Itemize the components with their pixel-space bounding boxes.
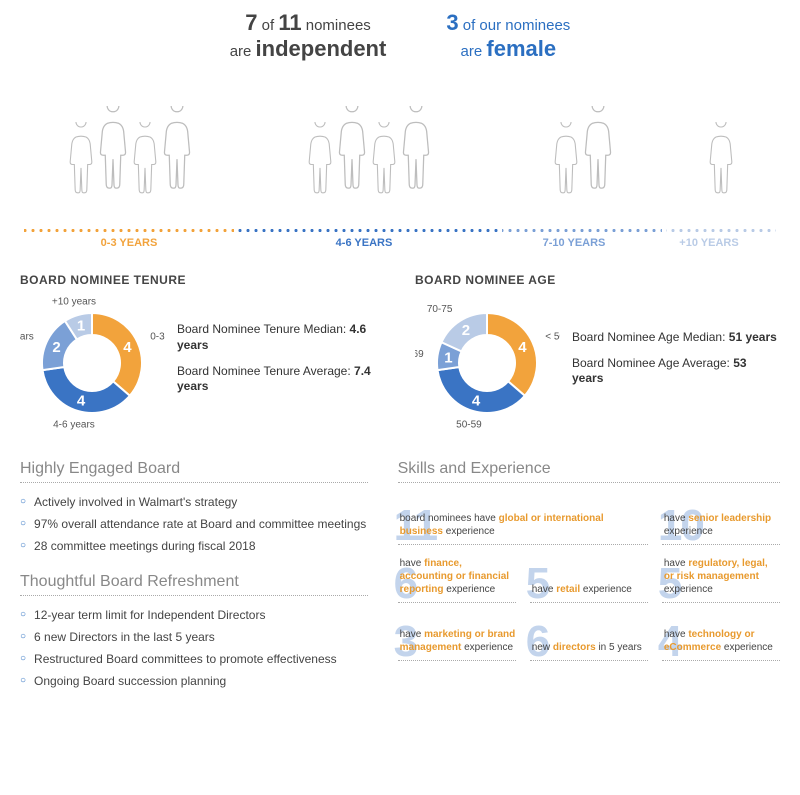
list-item: 97% overall attendance rate at Board and…	[20, 513, 368, 535]
donut-age-chart: 4 4 12 < 50 50-59 60-69 70-75	[415, 291, 560, 436]
tenure-label: +10 YEARS	[654, 237, 764, 249]
female-count: 3	[446, 10, 458, 35]
right-column: Skills and Experience 11 board nominees …	[398, 460, 780, 692]
donut-section: BOARD NOMINEE TENURE 44210-3 years4-6 ye…	[20, 273, 780, 436]
skill-item: 5 have retail experience	[530, 549, 648, 603]
skill-text: have technology or eCommerce experience	[662, 628, 780, 654]
bottom-section: Highly Engaged Board Actively involved i…	[20, 460, 780, 692]
refresh-title: Thoughtful Board Refreshment	[20, 573, 368, 596]
list-item: 6 new Directors in the last 5 years	[20, 626, 368, 648]
donut-age: BOARD NOMINEE AGE 4 4 12 < 50 50-59 60-69 70-7…	[415, 273, 780, 436]
refresh-list: 12-year term limit for Independent Direc…	[20, 604, 368, 692]
tenure-dots-segment	[666, 228, 776, 233]
independent-count: 7	[245, 10, 257, 35]
skill-item: 6 new directors in 5 years	[530, 607, 648, 661]
svg-text:4-6 years: 4-6 years	[53, 419, 95, 430]
svg-text:2: 2	[52, 339, 60, 356]
silhouette-row	[20, 72, 780, 222]
skill-text: board nominees have global or internatio…	[398, 512, 648, 538]
list-item: 28 committee meetings during fiscal 2018	[20, 535, 368, 557]
person-silhouette	[396, 106, 436, 222]
list-item: Actively involved in Walmart's strategy	[20, 491, 368, 513]
person-silhouette	[701, 122, 741, 222]
silhouette-group	[238, 106, 498, 222]
silhouette-group	[502, 106, 662, 222]
skill-item: 11 board nominees have global or interna…	[398, 491, 648, 545]
list-item: 12-year term limit for Independent Direc…	[20, 604, 368, 626]
tenure-dots-segment	[24, 228, 234, 233]
left-column: Highly Engaged Board Actively involved i…	[20, 460, 368, 692]
silhouette-group	[666, 122, 776, 222]
tenure-dots	[20, 228, 780, 233]
skill-text: have senior leadership experience	[662, 512, 780, 538]
person-icon	[701, 122, 741, 222]
donut-tenure: BOARD NOMINEE TENURE 4 4 21 0-3 years 4-6 ye…	[20, 273, 385, 436]
engaged-title: Highly Engaged Board	[20, 460, 368, 483]
tenure-label: 4-6 YEARS	[234, 237, 494, 249]
svg-text:4: 4	[518, 339, 527, 356]
svg-text:1: 1	[444, 349, 452, 366]
skill-text: have regulatory, legal, or risk manageme…	[662, 557, 780, 596]
person-icon	[578, 106, 618, 222]
list-item: Restructured Board committees to promote…	[20, 648, 368, 670]
skill-text: have marketing or brand management exper…	[398, 628, 516, 654]
svg-text:50-59: 50-59	[456, 419, 482, 430]
svg-text:2: 2	[462, 322, 470, 339]
svg-text:+10 years: +10 years	[52, 297, 96, 308]
list-item: Ongoing Board succession planning	[20, 670, 368, 692]
skill-item: 4 have technology or eCommerce experienc…	[662, 607, 780, 661]
svg-text:4: 4	[472, 392, 481, 409]
skill-item: 10 have senior leadership experience	[662, 491, 780, 545]
skills-grid: 11 board nominees have global or interna…	[398, 491, 780, 661]
svg-text:4: 4	[77, 392, 86, 409]
female-stat: 3 of our nominees are female	[446, 10, 570, 62]
top-stats: 7 of 11 nominees are independent 3 of ou…	[20, 10, 780, 62]
svg-text:0-3 years: 0-3 years	[150, 331, 165, 342]
tenure-dots-segment	[502, 228, 662, 233]
svg-text:4: 4	[123, 339, 132, 356]
person-silhouette	[157, 106, 197, 222]
tenure-dots-segment	[238, 228, 498, 233]
donut-tenure-title: BOARD NOMINEE TENURE	[20, 273, 385, 287]
tenure-label: 7-10 YEARS	[494, 237, 654, 249]
person-icon	[157, 106, 197, 222]
donut-tenure-stats: Board Nominee Tenure Median: 4.6 years B…	[177, 322, 385, 404]
skill-text: have finance, accounting or financial re…	[398, 557, 516, 596]
engaged-list: Actively involved in Walmart's strategy9…	[20, 491, 368, 557]
svg-text:7-10 years: 7-10 years	[20, 331, 34, 342]
tenure-labels: 0-3 YEARS4-6 YEARS7-10 YEARS+10 YEARS	[20, 237, 780, 249]
person-icon	[396, 106, 436, 222]
skills-title: Skills and Experience	[398, 460, 780, 483]
skill-text: new directors in 5 years	[530, 641, 642, 654]
person-silhouette	[578, 106, 618, 222]
svg-text:< 50: < 50	[545, 331, 560, 342]
svg-text:1: 1	[77, 318, 85, 335]
donut-age-stats: Board Nominee Age Median: 51 years Board…	[572, 330, 780, 397]
independent-stat: 7 of 11 nominees are independent	[230, 10, 387, 62]
tenure-label: 0-3 YEARS	[24, 237, 234, 249]
donut-tenure-chart: 4 4 21 0-3 years 4-6 years 7-10 years +10 year…	[20, 291, 165, 436]
silhouette-group	[24, 106, 234, 222]
skill-text: have retail experience	[530, 583, 632, 596]
skill-item: 3 have marketing or brand management exp…	[398, 607, 516, 661]
skill-item: 6 have finance, accounting or financial …	[398, 549, 516, 603]
svg-text:70-75: 70-75	[427, 304, 453, 315]
skill-item: 5 have regulatory, legal, or risk manage…	[662, 549, 780, 603]
donut-age-title: BOARD NOMINEE AGE	[415, 273, 780, 287]
svg-text:60-69: 60-69	[415, 349, 424, 360]
